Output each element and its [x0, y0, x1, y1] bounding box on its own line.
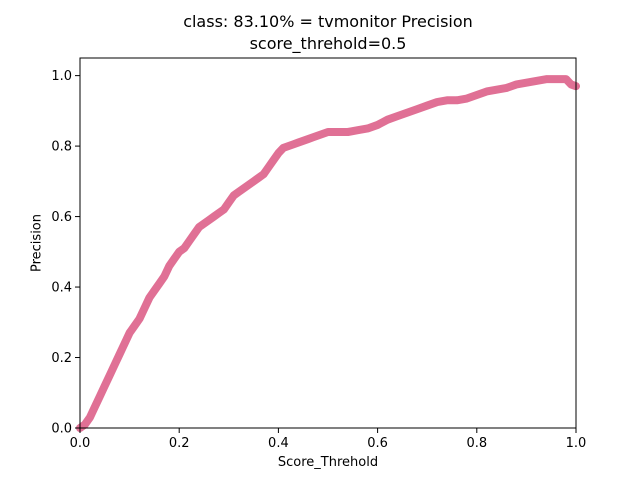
x-tick-label: 0.2	[169, 436, 190, 451]
plot-area	[76, 75, 580, 432]
y-tick-label: 0.4	[51, 281, 72, 296]
x-tick-label: 0.8	[466, 436, 487, 451]
y-axis: 0.0 0.2 0.4 0.6 0.8 1.0	[51, 69, 80, 437]
y-tick-label: 0.6	[51, 210, 72, 225]
x-tick-label: 0.4	[268, 436, 289, 451]
x-tick-label: 0.0	[70, 436, 91, 451]
series-line-tvmonitor-precision	[76, 75, 580, 432]
axes-frame	[79, 57, 577, 429]
y-tick-label: 0.8	[51, 140, 72, 155]
y-tick-label: 1.0	[51, 69, 72, 84]
y-tick-label: 0.2	[51, 351, 72, 366]
x-tick-label: 1.0	[566, 436, 587, 451]
y-axis-label: Precision	[29, 213, 45, 273]
y-tick-label: 0.0	[51, 422, 72, 437]
x-tick-label: 0.6	[367, 436, 388, 451]
x-axis-label: Score_Threhold	[277, 455, 379, 470]
chart-subtitle: score_threhold=0.5	[249, 34, 407, 53]
x-axis: 0.0 0.2 0.4 0.6 0.8 1.0	[70, 428, 587, 451]
chart-title: class: 83.10% = tvmonitor Precision	[183, 12, 473, 31]
